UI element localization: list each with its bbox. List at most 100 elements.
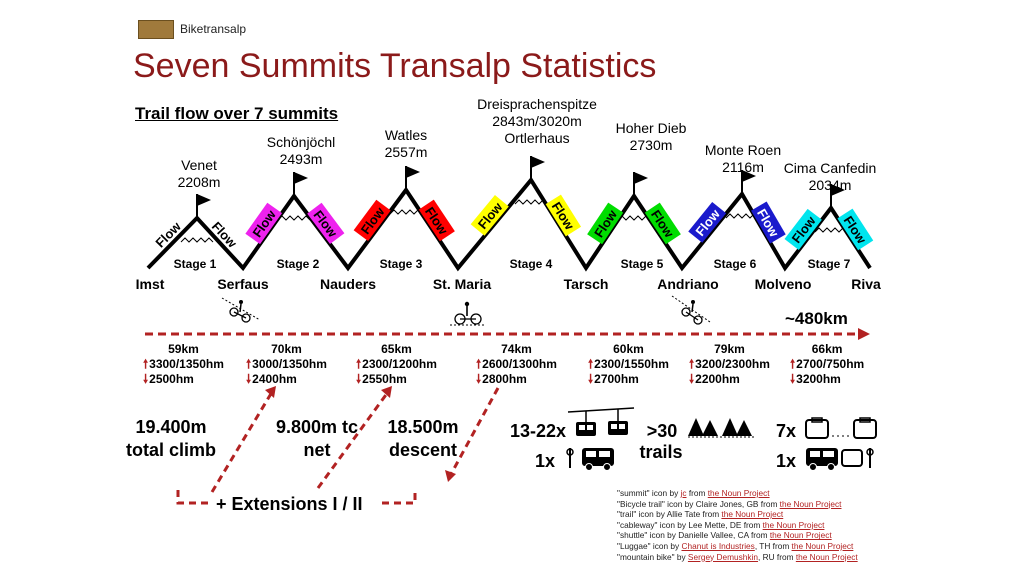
summit-flag-icon xyxy=(196,194,211,218)
total-climb: 19.400m total climb xyxy=(125,417,216,460)
stage-stats: 70km 🠕 3000/1350hm 🠗 2400hm xyxy=(246,342,327,386)
connector-arrowhead xyxy=(381,386,392,398)
noun-project-link[interactable]: the Noun Project xyxy=(791,540,854,551)
peak-label-schonjochl: Schönjöchl 2493m xyxy=(266,134,336,167)
cableway-count: 13-22x xyxy=(510,421,567,441)
town-label: Molveno xyxy=(754,276,812,292)
stage-label: Stage 1 xyxy=(173,257,217,271)
luggage-shuttle-icon xyxy=(806,448,874,471)
summit-flag-icon xyxy=(830,184,845,208)
town-label: Tarsch xyxy=(563,276,609,292)
total-descent: 18.500m descent xyxy=(387,417,459,460)
trails-icon xyxy=(688,418,754,438)
credit-author-link[interactable]: Chanut is Industries xyxy=(681,540,755,551)
brand-logo xyxy=(138,20,174,39)
down-arrow-icon: 🠗 xyxy=(143,372,149,386)
credit-line: "mountain bike" by Sergey Demushkin, RU … xyxy=(617,551,858,562)
town-label: Riva xyxy=(851,276,881,292)
summit-flag-icon xyxy=(633,172,648,196)
shuttle-icon xyxy=(582,448,614,471)
credit-line: "trail" icon by Allie Tate from the Noun… xyxy=(617,509,784,520)
snow-line xyxy=(814,227,848,233)
distance-arrow-head xyxy=(858,328,870,340)
bicycle-icon xyxy=(566,448,574,468)
diagram-subtitle: Trail flow over 7 summits xyxy=(135,104,339,123)
credit-line: "shuttle" icon by Danielle Vallee, CA fr… xyxy=(617,530,832,541)
shuttle-count: 1x xyxy=(535,451,556,471)
noun-project-link[interactable]: the Noun Project xyxy=(707,488,770,498)
up-arrow-icon: 🠕 xyxy=(356,357,362,371)
snow-line xyxy=(617,215,651,221)
summit-flag-icon xyxy=(293,172,308,196)
stage-stats: 66km 🠕 2700/750hm 🠗 3200hm xyxy=(790,342,865,386)
stage-stats: 65km 🠕 2300/1200hm 🠗 2550hm xyxy=(356,342,437,386)
noun-project-link[interactable]: the Noun Project xyxy=(769,530,832,541)
credit-line: "cableway" icon by Lee Mette, DE from th… xyxy=(617,519,825,530)
icon-credits: "summit" icon by jc from the Noun Projec… xyxy=(617,488,858,562)
snow-line xyxy=(725,213,759,219)
trails-count: >30 xyxy=(646,421,678,441)
up-arrow-icon: 🠕 xyxy=(588,357,594,371)
stage-stats: 60km 🠕 2300/1550hm 🠗 2700hm xyxy=(588,342,669,386)
snow-line xyxy=(277,215,311,221)
peak-label-watles: Watles 2557m xyxy=(384,127,428,160)
connector-arrowhead xyxy=(445,470,456,482)
credit-author-link[interactable]: jc xyxy=(680,488,687,498)
noun-project-link[interactable]: the Noun Project xyxy=(795,551,858,562)
luggage-count: 7x xyxy=(776,421,797,441)
luggage-icon xyxy=(805,417,877,439)
peak-label-venet: Venet 2208m xyxy=(177,157,221,190)
peak-label-hoher-dieb: Hoher Dieb 2730m xyxy=(615,120,687,153)
downhill-bike-icon xyxy=(671,295,711,325)
flow-tag: Flow xyxy=(751,201,786,244)
down-arrow-icon: 🠗 xyxy=(476,372,482,386)
snow-line xyxy=(389,209,423,215)
summit-flag-icon xyxy=(530,156,545,180)
credit-author-link[interactable]: Sergey Demushkin xyxy=(687,551,759,562)
peak-label-cima-canfedin: Cima Canfedin 2034m xyxy=(783,160,877,193)
brand-name: Biketransalp xyxy=(180,22,247,36)
credit-line: "summit" icon by jc from the Noun Projec… xyxy=(617,488,770,498)
flat-bike-icon xyxy=(450,301,486,326)
extensions-label: + Extensions I / II xyxy=(216,494,363,514)
stage-stats: 79km 🠕 3200/2300hm 🠗 2200hm xyxy=(689,342,770,386)
stage-label: Stage 7 xyxy=(807,257,851,271)
summit-flag-icon xyxy=(741,170,756,194)
trails-label: trails xyxy=(639,442,683,462)
total-distance: ~480km xyxy=(785,309,848,328)
downhill-bike-icon xyxy=(221,297,261,323)
noun-project-link[interactable]: the Noun Project xyxy=(721,509,784,520)
stage-stats: 59km 🠕 3300/1350hm 🠗 2500hm xyxy=(143,342,224,386)
stage-stats: 74km 🠕 2600/1300hm 🠗 2800hm xyxy=(476,342,557,386)
down-arrow-icon: 🠗 xyxy=(588,372,594,386)
summary-connector-arrows xyxy=(176,387,500,505)
peak-label-monte-roen: Monte Roen 2116m xyxy=(704,142,782,175)
snow-line xyxy=(514,199,548,205)
stage-label: Stage 4 xyxy=(509,257,553,271)
down-arrow-icon: 🠗 xyxy=(790,372,796,386)
peak-label-dreisprachenspitze: Dreisprachenspitze 2843m/3020m Ortlerhaus xyxy=(477,96,597,146)
stage-label: Stage 5 xyxy=(620,257,664,271)
town-label: Serfaus xyxy=(217,276,269,292)
up-arrow-icon: 🠕 xyxy=(790,357,796,371)
stage-label: Stage 3 xyxy=(379,257,423,271)
page-title: Seven Summits Transalp Statistics xyxy=(133,47,657,85)
net-climb: 9.800m tc net xyxy=(275,417,359,460)
up-arrow-icon: 🠕 xyxy=(143,357,149,371)
down-arrow-icon: 🠗 xyxy=(246,372,252,386)
down-arrow-icon: 🠗 xyxy=(689,372,695,386)
up-arrow-icon: 🠕 xyxy=(689,357,695,371)
town-label: Nauders xyxy=(319,276,377,292)
stage-label: Stage 2 xyxy=(276,257,320,271)
noun-project-link[interactable]: the Noun Project xyxy=(779,498,842,509)
luggage-shuttle-count: 1x xyxy=(776,451,797,471)
town-label: Imst xyxy=(135,276,165,292)
noun-project-link[interactable]: the Noun Project xyxy=(762,519,825,530)
connector-arrowhead xyxy=(265,386,276,398)
town-label: St. Maria xyxy=(432,276,492,292)
up-arrow-icon: 🠕 xyxy=(476,357,482,371)
credit-line: "Luggae" icon by Chanut is Industries, T… xyxy=(617,540,854,551)
credit-line: "Bicycle trail" icon by Claire Jones, GB… xyxy=(617,498,842,509)
